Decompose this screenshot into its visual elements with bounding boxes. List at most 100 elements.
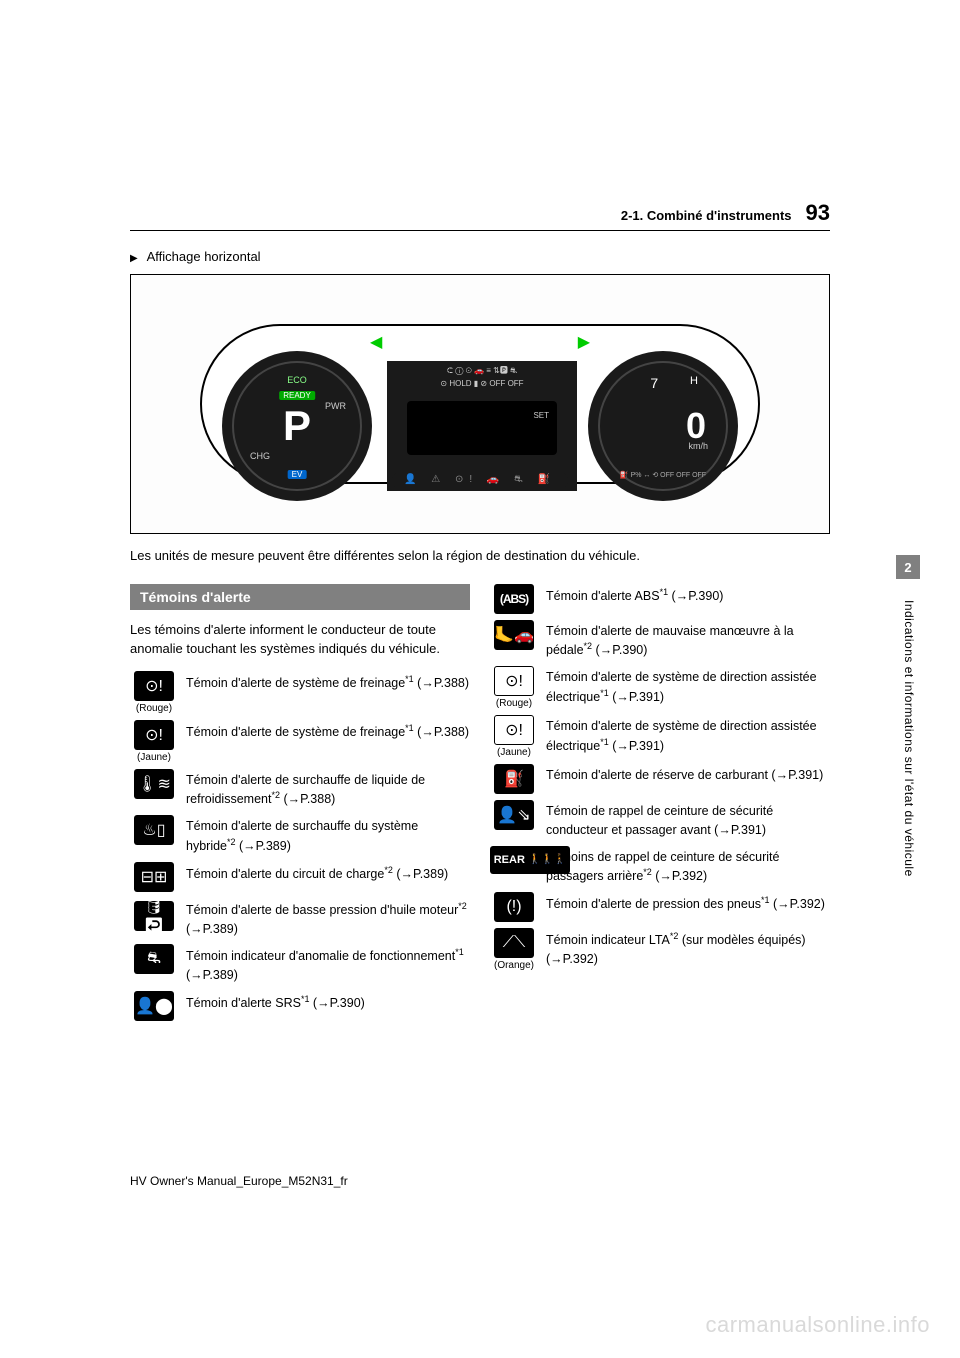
warning-icon-wrap: (ABS) [490, 584, 538, 614]
warning-icon: ⊙! [494, 715, 534, 745]
warning-row: ⊟⊞ Témoin d'alerte du circuit de charge*2… [130, 862, 470, 892]
warning-text: Témoin d'alerte de surchauffe de liquide… [186, 769, 470, 810]
warning-text: Témoin de rappel de ceinture de sécurité… [546, 800, 830, 840]
watermark: carmanualsonline.info [705, 1312, 930, 1338]
warning-text: Témoin d'alerte de mauvaise manœuvre à l… [546, 620, 830, 661]
warning-text: Témoin d'alerte ABS*1 (→P.390) [546, 584, 723, 606]
warning-row: ⊙! (Rouge) Témoin d'alerte de système de f… [130, 671, 470, 714]
warning-row: 🦶🚗 Témoin d'alerte de mauvaise manœuvre à… [490, 620, 830, 661]
warning-row: 👤⬤ Témoin d'alerte SRS*1 (→P.390) [130, 991, 470, 1021]
cluster-body: ◀ ▶ ECO READY PWR P CHG EV ⮈ ⓘ ⊙ 🚗 ≡ ⇅🅿 … [200, 324, 760, 484]
warning-icon-sublabel: (Jaune) [130, 752, 178, 763]
warning-icon: 👤⬤ [134, 991, 174, 1021]
telltale-row-1: ⮈ ⓘ ⊙ 🚗 ≡ ⇅🅿 ⛐ [387, 365, 577, 376]
warning-icon-wrap: ♨▯ [130, 815, 178, 845]
gear-indicator: P [283, 402, 311, 450]
warning-icon-sublabel: (Jaune) [490, 747, 538, 758]
left-column: Témoins d'alerte Les témoins d'alerte in… [130, 584, 470, 1028]
warning-icon-wrap: 👤⬤ [130, 991, 178, 1021]
warning-icon: ⊙! [494, 666, 534, 696]
warning-icon: ⊙! [134, 671, 174, 701]
warning-icon-sublabel: (Rouge) [130, 703, 178, 714]
mid-info-screen: SET [407, 401, 557, 455]
pwr-label: PWR [325, 401, 346, 411]
instrument-cluster: ◀ ▶ ECO READY PWR P CHG EV ⮈ ⓘ ⊙ 🚗 ≡ ⇅🅿 … [200, 304, 760, 504]
page-header: 2-1. Combiné d'instruments 93 [130, 200, 830, 231]
chapter-tab: 2 [896, 555, 920, 579]
subheading: ▶ Affichage horizontal [130, 249, 830, 264]
warning-row: 🌡≋ Témoin d'alerte de surchauffe de liqui… [130, 769, 470, 810]
warning-icon-wrap: ⛐ [130, 944, 178, 974]
warning-icon-wrap: 👤⇘ [490, 800, 538, 830]
turn-signal-left-icon: ◀ [370, 332, 382, 352]
figure-caption: Les unités de mesure peuvent être différ… [130, 546, 830, 566]
dashboard-figure: ◀ ▶ ECO READY PWR P CHG EV ⮈ ⓘ ⊙ 🚗 ≡ ⇅🅿 … [130, 274, 830, 534]
speed-dial: 7 H 0 km/h ⛽ P% ↔ ⟲ OFF OFF OFF [588, 351, 738, 501]
warning-icon-wrap: ⛽ [490, 764, 538, 794]
warning-icon-sublabel: (Rouge) [490, 698, 538, 709]
turn-signal-right-icon: ▶ [578, 332, 590, 352]
warning-icon: (!) [494, 892, 534, 922]
warning-text: Témoin d'alerte de système de direction … [546, 715, 830, 756]
chapter-side-label: Indications et informations sur l'état d… [902, 600, 916, 877]
warning-icon: 🛢↩ [134, 901, 174, 931]
warning-icon-wrap: ⊟⊞ [130, 862, 178, 892]
warning-icon: ⛐ [134, 944, 174, 974]
warning-row: (!)Témoin d'alerte de pression des pneus… [490, 892, 830, 922]
warning-row: ⊙! (Jaune) Témoin d'alerte de système de d… [490, 715, 830, 758]
warning-icon: 🌡≋ [134, 769, 174, 799]
warning-row: 🛢↩ Témoin d'alerte de basse pression d'hu… [130, 898, 470, 939]
warning-text: Témoin d'alerte du circuit de charge*2 (… [186, 862, 448, 884]
right-warning-list: (ABS) Témoin d'alerte ABS*1 (→P.390) 🦶🚗 Tém… [490, 584, 830, 972]
warning-text: Témoin d'alerte de surchauffe du système… [186, 815, 470, 856]
footer-text: HV Owner's Manual_Europe_M52N31_fr [130, 1174, 348, 1188]
warning-text: Témoins de rappel de ceinture de sécurit… [546, 846, 830, 887]
warning-icon-wrap: 🌡≋ [130, 769, 178, 799]
warning-icon-wrap: ⊙! (Jaune) [130, 720, 178, 763]
tacho-7: 7 [650, 375, 658, 391]
warning-icon: ⊙! [134, 720, 174, 750]
eco-label: ECO [287, 375, 307, 385]
warning-text: Témoin d'alerte de système de freinage*1… [186, 671, 469, 693]
warning-icon-wrap: ⊙! (Rouge) [130, 671, 178, 714]
warning-icon-wrap: 🛢↩ [130, 898, 178, 931]
warning-icon-wrap: ⊙! (Jaune) [490, 715, 538, 758]
set-label: SET [533, 411, 549, 420]
two-column-layout: Témoins d'alerte Les témoins d'alerte in… [130, 584, 830, 1028]
lower-icon-strip: 👤 ⚠ ⊙! 🚗 ⛐ ⛽ [392, 471, 568, 490]
left-warning-list: ⊙! (Rouge) Témoin d'alerte de système de f… [130, 671, 470, 1022]
temp-h-label: H [690, 375, 698, 387]
ready-indicator: READY [279, 391, 315, 400]
warning-text: Témoin d'alerte de système de freinage*1… [186, 720, 469, 742]
warning-text: Témoin indicateur LTA*2 (sur modèles équ… [546, 928, 830, 969]
warning-icon-wrap: REAR🚶🚶🚶 [490, 846, 538, 874]
warning-icon: 🦶🚗 [494, 620, 534, 650]
page-number: 93 [806, 200, 830, 226]
power-dial-inner: ECO READY PWR P CHG EV [232, 361, 362, 491]
warning-row: ⟋⟍(Orange)Témoin indicateur LTA*2 (sur m… [490, 928, 830, 971]
warning-text: Témoin d'alerte de système de direction … [546, 666, 830, 707]
warning-text: Témoin indicateur d'anomalie de fonction… [186, 944, 470, 985]
warning-row: ♨▯ Témoin d'alerte de surchauffe du systè… [130, 815, 470, 856]
warning-text: Témoin d'alerte de basse pression d'huil… [186, 898, 470, 939]
warning-row: 👤⇘ Témoin de rappel de ceinture de sécuri… [490, 800, 830, 840]
warning-icon-wrap: ⟋⟍(Orange) [490, 928, 538, 971]
warning-text: Témoin d'alerte de réserve de carburant … [546, 764, 823, 785]
speed-unit: km/h [688, 441, 708, 451]
subheading-text: Affichage horizontal [147, 249, 261, 264]
fuel-off-row: ⛽ P% ↔ ⟲ OFF OFF OFF [620, 471, 706, 479]
ev-indicator: EV [288, 470, 307, 479]
warning-row: (ABS) Témoin d'alerte ABS*1 (→P.390) [490, 584, 830, 614]
speed-dial-inner: 7 H 0 km/h ⛽ P% ↔ ⟲ OFF OFF OFF [598, 361, 728, 491]
chg-label: CHG [250, 451, 270, 461]
warning-icon: ⊟⊞ [134, 862, 174, 892]
warning-row: ⊙! (Rouge) Témoin d'alerte de système de d… [490, 666, 830, 709]
triangle-bullet-icon: ▶ [130, 253, 138, 264]
warning-icon: ⟋⟍ [494, 928, 534, 958]
warning-row: ⛐ Témoin indicateur d'anomalie de fonctio… [130, 944, 470, 985]
warning-text: Témoin d'alerte SRS*1 (→P.390) [186, 991, 365, 1013]
warning-icon-wrap: 🦶🚗 [490, 620, 538, 650]
page-content: 2-1. Combiné d'instruments 93 ▶ Affichag… [130, 200, 830, 1027]
warning-icon: ⛽ [494, 764, 534, 794]
telltale-row-2: ⊙ HOLD ▮ ⊘ OFF OFF [387, 379, 577, 388]
